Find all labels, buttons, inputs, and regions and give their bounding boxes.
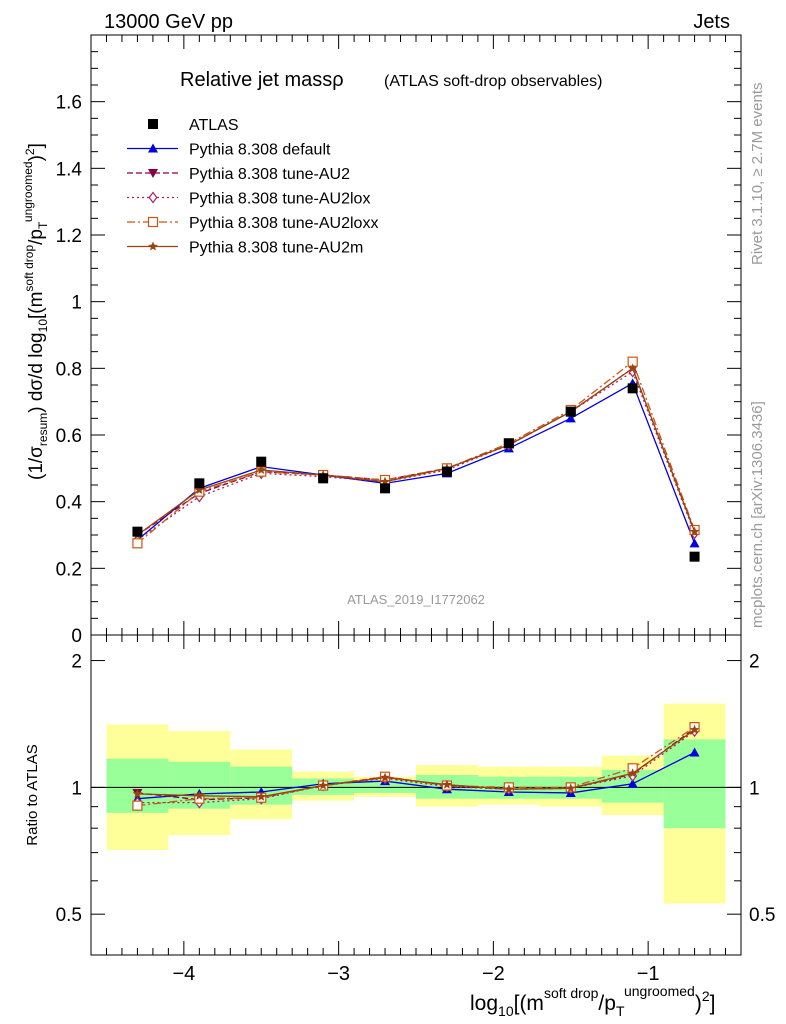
series-line-top xyxy=(137,360,696,544)
series-line-ratio xyxy=(137,730,695,804)
y-tick-label-ratio-right: 1 xyxy=(749,778,760,799)
series-point-ratio xyxy=(132,788,143,798)
legend: ATLAS Pythia 8.308 default Pythia 8.308 tu… xyxy=(127,117,378,257)
x-tick-label: −1 xyxy=(637,963,660,985)
data-point xyxy=(689,551,700,562)
data-point xyxy=(318,473,329,484)
series-layer xyxy=(132,356,700,811)
legend-label: Pythia 8.308 tune-AU2loxx xyxy=(189,215,378,232)
y-tick-label-ratio-right: 0.5 xyxy=(749,905,775,926)
y-tick-label-ratio: 2 xyxy=(71,652,82,673)
series-line-top xyxy=(137,367,696,536)
data-point xyxy=(380,483,391,494)
legend-label: Pythia 8.308 tune-AU2lox xyxy=(189,191,370,208)
series-point-ratio xyxy=(318,780,328,790)
series-point-ratio xyxy=(504,784,514,794)
y-tick-label-top: 1.2 xyxy=(56,226,82,247)
series-point-ratio xyxy=(442,779,452,789)
series-point-ratio xyxy=(194,790,205,800)
series-point-ratio xyxy=(380,772,390,782)
side-label-bottom: mcplots.cern.ch [arXiv:1306.3436] xyxy=(749,401,766,628)
legend-marker xyxy=(148,119,158,129)
legend-label: Pythia 8.308 tune-AU2 xyxy=(189,166,350,183)
x-tick-label: −3 xyxy=(327,963,350,985)
header-left: 13000 GeV pp xyxy=(104,11,233,33)
legend-marker xyxy=(148,143,158,153)
y-tick-label-top: 0.8 xyxy=(56,359,82,380)
data-point xyxy=(132,526,143,537)
series-point-ratio xyxy=(132,800,143,811)
data-point xyxy=(503,438,514,449)
legend-label: Pythia 8.308 default xyxy=(189,142,331,159)
y-tick-label-top: 0.4 xyxy=(56,493,83,514)
series-line-top xyxy=(137,382,696,544)
legend-label: ATLAS xyxy=(189,117,239,134)
y-tick-label-top: 0 xyxy=(71,626,82,647)
y-tick-label-ratio-right: 2 xyxy=(749,652,760,673)
series-point-ratio xyxy=(627,768,638,778)
chart-title-main: Relative jet massρ xyxy=(180,69,344,91)
legend-marker xyxy=(148,169,158,178)
legend-marker xyxy=(147,216,159,228)
x-tick-label: −2 xyxy=(482,963,505,985)
series-point-ratio xyxy=(627,778,638,788)
series-point-top xyxy=(689,538,700,548)
data-point xyxy=(194,478,205,489)
y-axis-title-ratio: Ratio to ATLAS xyxy=(24,744,41,845)
data-point xyxy=(565,406,576,417)
series-point-top xyxy=(132,538,143,549)
data-point xyxy=(441,466,452,477)
data-point xyxy=(256,456,267,467)
x-tick-label: −4 xyxy=(172,963,195,985)
series-point-ratio xyxy=(256,791,266,801)
y-tick-label-ratio: 1 xyxy=(71,778,82,799)
x-axis-title: log10[(msoft drop/pTungroomed)2] xyxy=(470,983,715,1019)
y-tick-label-top: 1.4 xyxy=(56,159,83,180)
y-tick-label-ratio: 0.5 xyxy=(56,905,82,926)
legend-label: Pythia 8.308 tune-AU2m xyxy=(189,240,363,257)
side-label-top: Rivet 3.1.10, ≥ 2.7M events xyxy=(749,83,766,266)
series-point-top xyxy=(256,465,266,475)
series-line-top xyxy=(137,367,696,536)
chart-title-sub: (ATLAS soft-drop observables) xyxy=(384,73,602,90)
y-tick-label-top: 1 xyxy=(71,293,82,314)
series-line-ratio xyxy=(137,726,695,807)
header-right: Jets xyxy=(693,11,730,33)
series-line-top xyxy=(137,370,696,541)
series-point-ratio xyxy=(689,747,700,757)
series-point-top xyxy=(194,485,205,495)
y-tick-label-top: 1.6 xyxy=(56,93,82,114)
series-point-top xyxy=(627,363,638,373)
y-tick-label-top: 0.2 xyxy=(56,559,82,580)
series-point-top xyxy=(689,526,700,536)
series-point-ratio xyxy=(689,724,700,734)
analysis-label: ATLAS_2019_I1772062 xyxy=(347,592,485,607)
legend-marker xyxy=(148,191,158,204)
series-point-top xyxy=(565,413,576,423)
series-line-ratio xyxy=(137,729,695,798)
data-point xyxy=(627,383,638,394)
axis-ticks: −4 −3 −2 −1 0 0.2 0.4 0.6 0.8 1 1.2 1.4 1.6 0.5 0.5 1 1 2… xyxy=(56,34,775,985)
legend-marker xyxy=(148,241,158,251)
series-line-ratio xyxy=(137,751,695,800)
y-axis-title-top: (1/σresum) dσ/d log10[(msoft drop/pTungr… xyxy=(21,143,50,480)
series-point-ratio xyxy=(566,783,576,793)
y-tick-label-top: 0.6 xyxy=(56,426,82,447)
